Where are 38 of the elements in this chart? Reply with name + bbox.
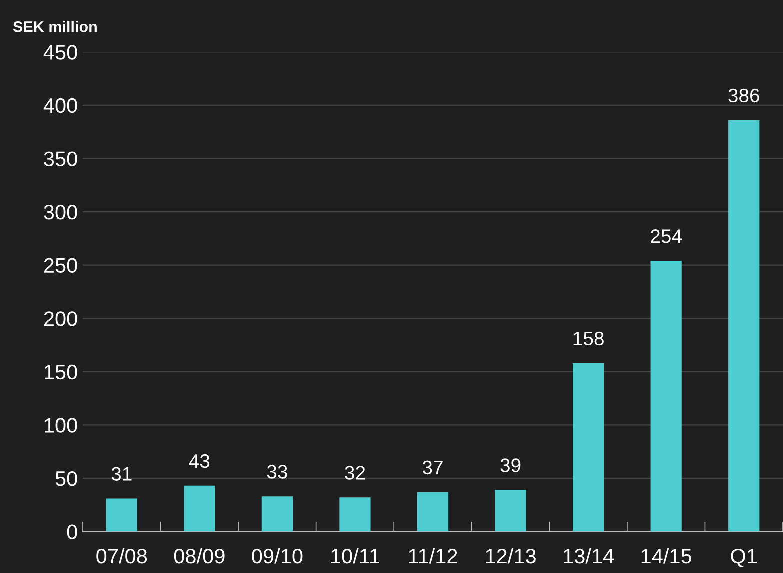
x-tick-label: 13/14 [564,548,614,564]
x-tick-label: 10/11 [332,548,380,564]
data-label: 37 [422,460,443,475]
data-label: 158 [574,332,604,346]
y-tick-label: 0 [67,524,78,540]
y-tick-label: 300 [44,205,78,220]
bar [262,496,293,532]
y-tick-label: 100 [44,418,78,433]
y-tick-label: 250 [44,258,78,274]
bar [728,120,760,532]
x-tick-label: Q1 [731,548,757,568]
y-tick-label: 400 [44,98,78,114]
y-tick-label: 50 [56,471,78,486]
x-tick-label: 08/09 [174,548,225,564]
data-label: 32 [345,466,366,480]
data-label: 386 [728,88,760,103]
data-label: 39 [500,458,521,472]
bar [650,261,682,532]
y-axis-title: SEK million [13,21,97,32]
bar [184,486,216,532]
bar [495,490,526,532]
x-tick-label: 07/08 [96,548,148,564]
data-label: 254 [651,230,682,244]
x-tick-label: 12/13 [486,548,536,564]
x-tick-label: 14/15 [642,548,692,564]
bar [106,498,138,532]
y-tick-label: 350 [44,152,78,166]
bar [417,492,449,532]
data-label: 33 [267,465,288,479]
x-tick-label: 09/10 [252,548,303,564]
data-label: 43 [189,454,210,468]
y-tick-label: 450 [44,45,78,60]
data-label: 31 [112,467,132,481]
y-tick-label: 200 [44,312,78,326]
x-tick-label: 11/12 [409,548,458,564]
bar [340,498,371,532]
bar [573,363,604,532]
y-tick-label: 150 [44,364,78,380]
